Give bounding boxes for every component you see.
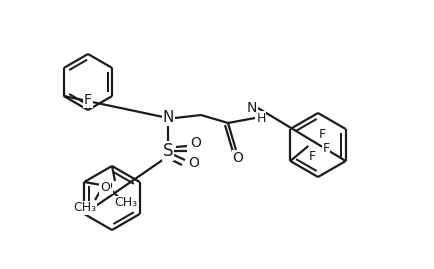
- Text: H: H: [256, 111, 265, 125]
- Text: N: N: [246, 101, 256, 115]
- Text: F: F: [84, 93, 92, 107]
- Text: F: F: [318, 128, 325, 140]
- Text: N: N: [162, 111, 173, 126]
- Text: CH₃: CH₃: [115, 196, 138, 210]
- Text: O: O: [232, 151, 243, 165]
- Text: F: F: [308, 150, 315, 162]
- Text: O: O: [100, 182, 110, 194]
- Text: O: O: [190, 136, 201, 150]
- Text: O: O: [102, 180, 112, 193]
- Text: S: S: [162, 142, 173, 160]
- Text: CH₃: CH₃: [73, 201, 96, 214]
- Text: O: O: [188, 156, 199, 170]
- Text: F: F: [322, 141, 329, 154]
